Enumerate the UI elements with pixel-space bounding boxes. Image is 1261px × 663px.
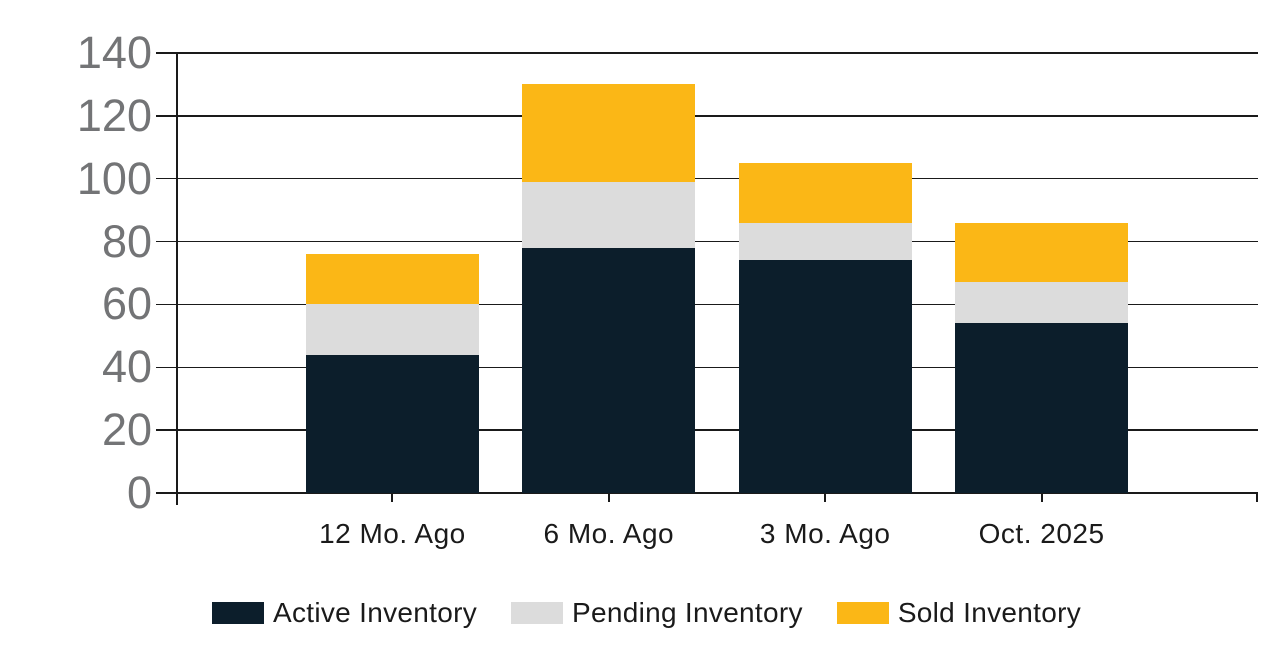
legend-label: Sold Inventory: [897, 597, 1082, 628]
y-axis-line: [176, 53, 178, 505]
bar-segment: [305, 254, 479, 305]
x-axis-tick: [1040, 493, 1043, 502]
y-axis-tick-label: 140: [76, 27, 152, 78]
legend-label: Pending Inventory: [572, 597, 803, 628]
legend-swatch: [212, 602, 264, 624]
gridline: [156, 115, 1258, 117]
legend-label: Active Inventory: [273, 597, 477, 628]
gridline: [156, 52, 1258, 54]
gridline: [156, 303, 1258, 306]
bar-segment: [738, 163, 912, 223]
gridline: [156, 492, 1258, 494]
legend-swatch: [511, 602, 563, 624]
bar-segment: [305, 304, 479, 355]
x-axis-tick: [824, 493, 827, 502]
bar-segment: [955, 323, 1129, 493]
bar-segment: [955, 282, 1129, 324]
gridline: [156, 366, 1258, 369]
legend-item: Active Inventory: [212, 597, 477, 628]
plot-area: [156, 52, 1258, 505]
bar-segment: [522, 247, 696, 493]
x-axis-tick-label: 6 Mo. Ago: [543, 518, 675, 549]
bar-segment: [955, 222, 1129, 283]
bar-segment: [305, 354, 479, 493]
y-axis-tick-label: 120: [76, 89, 152, 141]
y-axis-tick-label: 100: [76, 152, 152, 204]
x-axis-end-tick: [1256, 493, 1258, 502]
x-axis-tick-label: Oct. 2025: [978, 518, 1105, 549]
x-axis-tick: [391, 493, 394, 502]
gridline: [156, 429, 1258, 431]
bar-segment: [522, 181, 696, 248]
x-axis-tick-label: 3 Mo. Ago: [759, 518, 891, 549]
y-axis-tick-label: 40: [101, 341, 152, 393]
gridline: [156, 177, 1258, 180]
y-axis-tick-label: 80: [101, 215, 152, 267]
bar-segment: [738, 222, 912, 261]
gridline: [156, 240, 1258, 243]
x-axis-tick: [607, 493, 610, 502]
x-axis-tick-label: 12 Mo. Ago: [319, 518, 466, 549]
legend-swatch: [836, 602, 889, 624]
legend-item: Pending Inventory: [511, 597, 803, 628]
bar-segment: [522, 84, 696, 182]
y-axis-tick-label: 60: [101, 278, 152, 330]
bar-segment: [738, 260, 912, 493]
legend-item: Sold Inventory: [836, 597, 1082, 628]
y-axis-tick-label: 20: [101, 404, 152, 456]
y-axis-tick-label: 0: [126, 467, 152, 518]
chart-legend: Active Inventory Pending Inventory Sold In…: [212, 597, 1082, 628]
